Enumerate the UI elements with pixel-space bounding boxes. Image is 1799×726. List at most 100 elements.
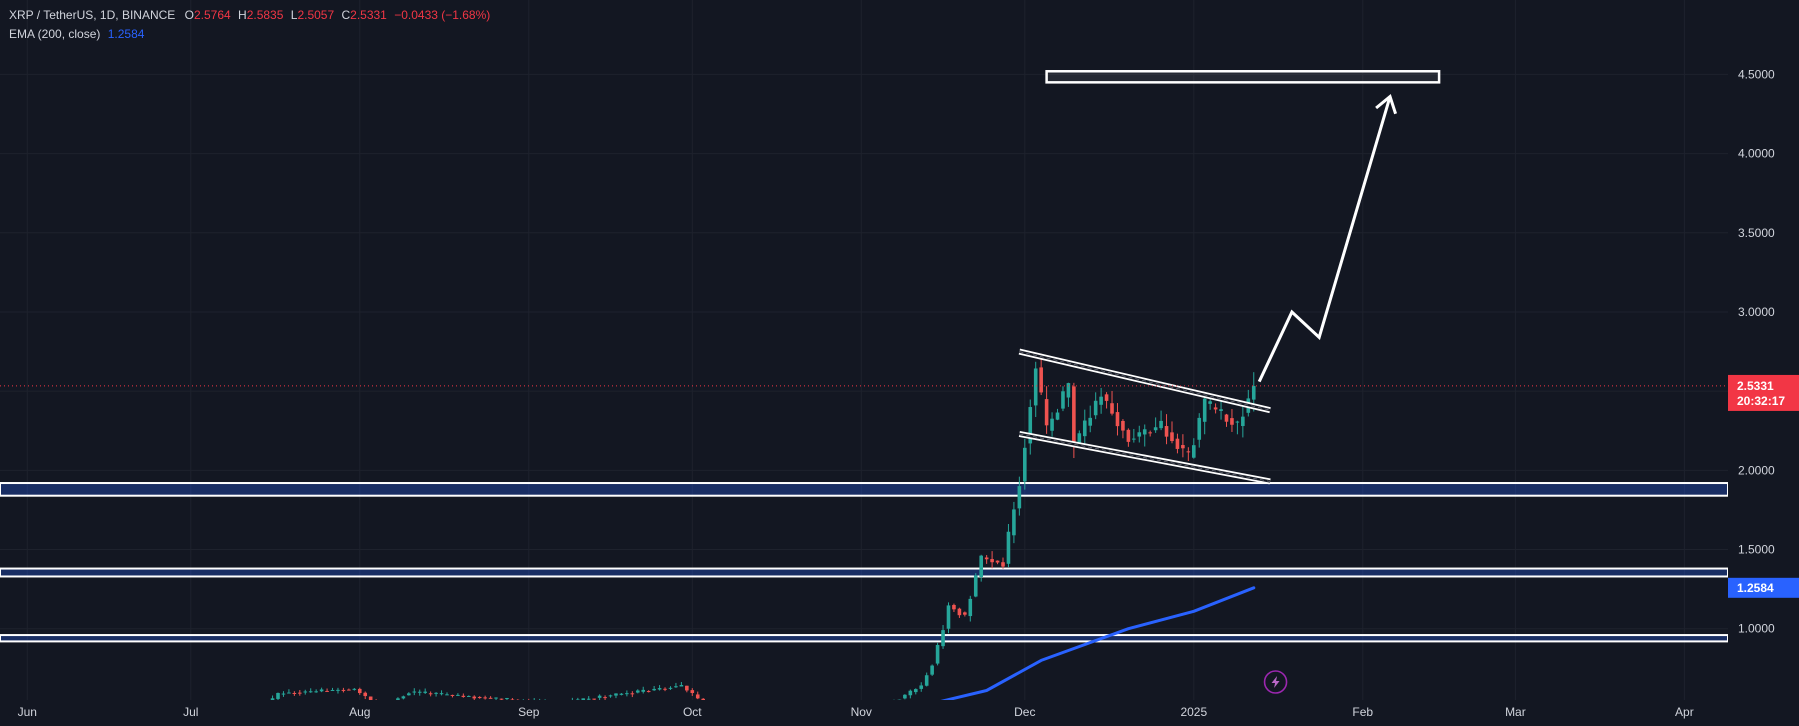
candle-up[interactable] bbox=[1099, 387, 1103, 414]
candle-up[interactable] bbox=[930, 664, 934, 676]
candle-up[interactable] bbox=[919, 682, 924, 692]
candle-up[interactable] bbox=[303, 689, 308, 695]
candle-down[interactable] bbox=[695, 691, 700, 700]
candle-up[interactable] bbox=[308, 688, 313, 693]
candle-up[interactable] bbox=[423, 688, 427, 694]
candle-down[interactable] bbox=[1044, 386, 1049, 434]
legend-ema-label[interactable]: EMA (200, close) bbox=[9, 27, 101, 41]
candle-up[interactable] bbox=[445, 692, 449, 696]
candle-up[interactable] bbox=[635, 689, 640, 694]
candle-up[interactable] bbox=[1208, 398, 1212, 410]
candle-up[interactable] bbox=[1082, 409, 1087, 446]
candle-up[interactable] bbox=[401, 695, 406, 700]
target-box[interactable] bbox=[1045, 70, 1441, 84]
candle-up[interactable] bbox=[1159, 410, 1163, 431]
candle-up[interactable] bbox=[968, 595, 973, 622]
candle-down[interactable] bbox=[1115, 403, 1120, 436]
candle-up[interactable] bbox=[597, 694, 602, 701]
candle-up[interactable] bbox=[314, 689, 318, 693]
candle-up[interactable] bbox=[668, 686, 673, 690]
candle-up[interactable] bbox=[1033, 361, 1038, 417]
candle-down[interactable] bbox=[1175, 433, 1180, 454]
candle-down[interactable] bbox=[292, 691, 297, 696]
candle-up[interactable] bbox=[1235, 420, 1240, 435]
candle-down[interactable] bbox=[1186, 447, 1191, 461]
candle-up[interactable] bbox=[287, 689, 291, 694]
candle-down[interactable] bbox=[646, 690, 651, 693]
candle-up[interactable] bbox=[657, 685, 662, 691]
candle-down[interactable] bbox=[1164, 414, 1169, 445]
candle-down[interactable] bbox=[690, 688, 695, 696]
candle-up[interactable] bbox=[908, 689, 913, 699]
candle-down[interactable] bbox=[1224, 413, 1229, 427]
support-zone[interactable] bbox=[0, 482, 1729, 497]
candle-up[interactable] bbox=[903, 694, 907, 700]
candle-up[interactable] bbox=[652, 685, 656, 691]
candle-up[interactable] bbox=[494, 697, 498, 701]
candle-up[interactable] bbox=[330, 687, 335, 691]
candle-up[interactable] bbox=[505, 697, 509, 701]
candle-down[interactable] bbox=[477, 696, 482, 699]
candle-up[interactable] bbox=[1017, 476, 1022, 516]
support-zone[interactable] bbox=[0, 567, 1729, 578]
candle-down[interactable] bbox=[990, 551, 994, 569]
candle-up[interactable] bbox=[641, 686, 646, 694]
candle-down[interactable] bbox=[1104, 392, 1109, 409]
candle-down[interactable] bbox=[663, 687, 667, 692]
candle-down[interactable] bbox=[603, 695, 607, 701]
candle-down[interactable] bbox=[963, 611, 967, 617]
candle-up[interactable] bbox=[1088, 405, 1093, 433]
candle-up[interactable] bbox=[434, 692, 438, 697]
support-zone[interactable] bbox=[0, 634, 1729, 643]
candle-up[interactable] bbox=[1066, 382, 1071, 407]
candle-up[interactable] bbox=[1006, 523, 1011, 568]
candle-down[interactable] bbox=[1001, 557, 1005, 569]
candle-up[interactable] bbox=[417, 689, 422, 696]
candle-down[interactable] bbox=[1213, 403, 1218, 414]
candle-up[interactable] bbox=[1202, 393, 1207, 435]
candle-down[interactable] bbox=[1121, 419, 1125, 439]
candle-up[interactable] bbox=[439, 690, 444, 696]
candle-up[interactable] bbox=[456, 693, 460, 696]
price-axis[interactable]: 1.00001.50002.00002.50003.00003.50004.00… bbox=[1728, 0, 1799, 726]
candle-up[interactable] bbox=[336, 687, 340, 694]
candle-down[interactable] bbox=[1181, 434, 1185, 458]
candle-down[interactable] bbox=[472, 695, 477, 701]
candle-down[interactable] bbox=[1230, 409, 1234, 432]
candle-down[interactable] bbox=[995, 560, 1000, 565]
candle-down[interactable] bbox=[325, 688, 329, 692]
candle-up[interactable] bbox=[276, 692, 280, 702]
candle-down[interactable] bbox=[630, 691, 635, 698]
time-axis[interactable]: Jun Jul Aug Sep Oct Nov Dec 2025 Feb Mar Apr bbox=[0, 700, 1799, 726]
candle-down[interactable] bbox=[461, 693, 466, 698]
descending-channel[interactable] bbox=[1018, 348, 1271, 485]
candle-down[interactable] bbox=[341, 687, 346, 693]
candle-up[interactable] bbox=[1028, 399, 1033, 455]
candle-up[interactable] bbox=[979, 554, 983, 582]
candle-up[interactable] bbox=[1197, 413, 1202, 448]
candle-down[interactable] bbox=[357, 687, 362, 695]
candle-up[interactable] bbox=[281, 691, 286, 697]
candle-up[interactable] bbox=[619, 693, 624, 696]
candle-up[interactable] bbox=[1061, 386, 1065, 412]
candle-down[interactable] bbox=[1110, 390, 1114, 416]
candle-down[interactable] bbox=[1039, 353, 1043, 396]
candle-down[interactable] bbox=[298, 690, 302, 696]
projection-arrow[interactable] bbox=[1257, 96, 1392, 383]
candle-down[interactable] bbox=[483, 695, 487, 700]
candle-down[interactable] bbox=[450, 694, 455, 698]
candle-up[interactable] bbox=[946, 602, 951, 634]
candle-up[interactable] bbox=[913, 688, 918, 695]
candle-up[interactable] bbox=[941, 625, 945, 649]
candle-up[interactable] bbox=[407, 692, 411, 696]
candle-up[interactable] bbox=[1023, 438, 1027, 490]
candle-up[interactable] bbox=[679, 682, 684, 687]
candle-up[interactable] bbox=[935, 642, 940, 666]
candle-up[interactable] bbox=[924, 672, 929, 687]
candle-up[interactable] bbox=[674, 682, 678, 688]
candle-down[interactable] bbox=[984, 555, 989, 564]
candle-down[interactable] bbox=[685, 685, 689, 693]
lightning-icon[interactable] bbox=[1263, 670, 1288, 694]
